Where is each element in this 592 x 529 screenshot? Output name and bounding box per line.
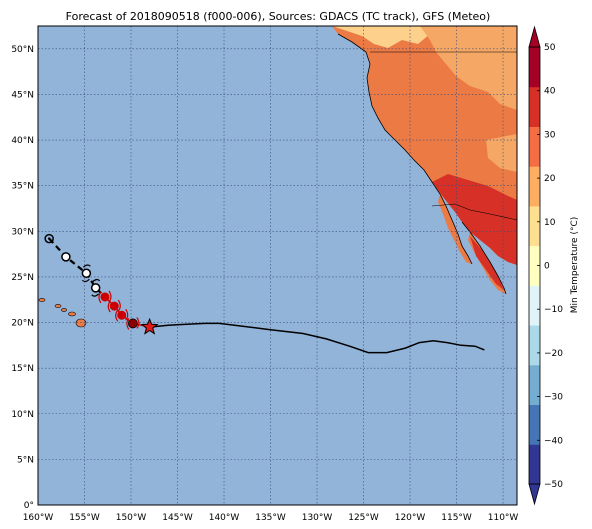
longitude-tick-label: 140°W (209, 513, 240, 523)
longitude-tick-label: 160°W (23, 513, 54, 523)
latitude-tick-label: 45°N (11, 90, 34, 100)
forecast-point-black (44, 233, 54, 244)
colorbar-tick-label: −20 (544, 349, 563, 359)
past-track-line (149, 322, 485, 354)
southwest-hot-region (432, 174, 517, 265)
latitude-tick-label: 5°N (17, 455, 34, 465)
longitude-tick-label: 110°W (488, 513, 519, 523)
forecast-point-red (107, 299, 121, 313)
interior-warm-patch (486, 134, 517, 172)
mainland-coastline (461, 221, 507, 295)
latitude-tick-label: 15°N (11, 364, 34, 374)
longitude-tick-labels: 160°W 155°W 150°W 145°W 140°W 135°W 130°W 125°W… (23, 513, 519, 523)
longitude-tick-label: 155°W (69, 513, 100, 523)
longitude-tick-label: 145°W (162, 513, 193, 523)
hawaiian-islands (38, 298, 87, 328)
longitude-tick-label: 135°W (255, 513, 286, 523)
forecast-point-black (81, 264, 92, 283)
latitude-tick-label: 50°N (11, 45, 34, 55)
colorbar-tick-label: 30 (544, 130, 556, 140)
us-mexico-border (431, 203, 518, 221)
colorbar-tick-label: 0 (544, 262, 550, 272)
latitude-tick-label: 10°N (11, 410, 34, 420)
latitude-tick-label: 35°N (11, 182, 34, 192)
colorbar-segment (529, 245, 540, 286)
longitude-tick-label: 130°W (302, 513, 333, 523)
northern-pale-region (332, 26, 430, 48)
latitude-tick-label: 20°N (11, 319, 34, 329)
latitude-tick-label: 25°N (11, 273, 34, 283)
forecast-point-dark (127, 318, 138, 329)
longitude-tick-label: 120°W (395, 513, 426, 523)
figure-title: Forecast of 2018090518 (f000-006), Sourc… (66, 10, 491, 23)
colorbar-max-arrow (528, 25, 541, 48)
colorbar-segment (529, 47, 540, 88)
latitude-tick-labels: 0° 5°N 10°N 15°N 20°N 25°N 30°N 35°N 40°N 45°N 50°… (11, 45, 34, 511)
colorbar-segment (529, 404, 540, 445)
colorbar-segment (529, 205, 540, 247)
colorbar-tick-label: 40 (544, 87, 556, 97)
colorbar-segment (529, 285, 540, 326)
forecast-point-black (61, 252, 71, 262)
map-panel (37, 25, 518, 506)
colorbar-segment (529, 444, 540, 485)
northern-warm-region (420, 26, 517, 110)
latitude-tick-label: 30°N (11, 227, 34, 237)
baja-peninsula (438, 194, 472, 264)
colorbar-segment (529, 325, 540, 366)
longitude-tick-label: 115°W (441, 513, 472, 523)
colorbar-segment (529, 364, 540, 406)
colorbar-tick-label: 20 (544, 174, 556, 184)
longitude-tick-label: 125°W (348, 513, 379, 523)
longitude-tick-label: 150°W (116, 513, 147, 523)
colorbar-tick-label: −40 (544, 436, 563, 446)
colorbar-tick-label: −10 (544, 305, 563, 315)
coastline (337, 33, 473, 265)
map-frame (37, 25, 518, 506)
colorbar-tick-label: −50 (544, 480, 563, 490)
forecast-point-red (115, 308, 129, 322)
colorbar-segment (529, 86, 540, 127)
colorbar-tick-label: 10 (544, 218, 556, 228)
land-temperature-layer (38, 26, 518, 328)
current-position-star-icon (140, 317, 159, 335)
forecast-point-black (90, 278, 101, 297)
gulf-coast-hot-region (470, 236, 504, 290)
colorbar: −50 −40 −30 −20 −10 0 10 20 30 40 50 Min Temperatur… (528, 25, 580, 506)
storm-tracks (44, 233, 485, 354)
colorbar-min-arrow (528, 483, 541, 506)
colorbar-tick-label: −30 (544, 393, 563, 403)
latitude-tick-label: 0° (24, 501, 34, 511)
colorbar-tick-label: 50 (544, 43, 556, 53)
colorbar-segment (529, 126, 540, 167)
colorbar-label: Min Temperature (°C) (570, 217, 580, 314)
latitude-tick-label: 40°N (11, 136, 34, 146)
colorbar-segment (529, 166, 540, 207)
